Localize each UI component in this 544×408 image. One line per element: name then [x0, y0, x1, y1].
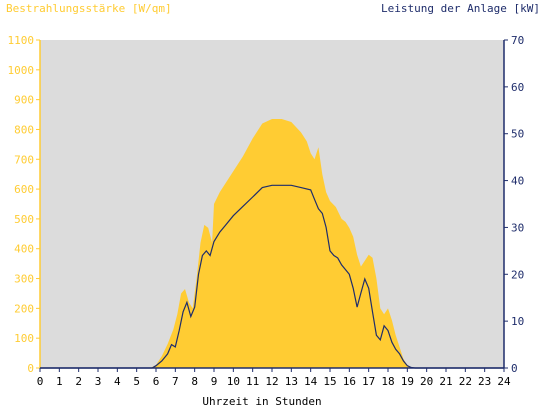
x-tick-label: 7: [172, 375, 179, 388]
right-tick-label: 70: [511, 34, 524, 47]
right-tick-label: 60: [511, 81, 524, 94]
x-tick-label: 3: [95, 375, 102, 388]
x-tick-label: 24: [497, 375, 511, 388]
left-tick-label: 400: [14, 243, 34, 256]
right-tick-label: 10: [511, 315, 524, 328]
left-tick-label: 0: [27, 362, 34, 375]
left-tick-label: 200: [14, 302, 34, 315]
x-tick-label: 10: [227, 375, 240, 388]
x-axis-label: Uhrzeit in Stunden: [202, 395, 321, 408]
right-axis-ticks: 0 10 20 30 40 50 60 70: [504, 34, 524, 375]
right-tick-label: 50: [511, 128, 524, 141]
x-tick-label: 0: [37, 375, 44, 388]
x-tick-label: 9: [211, 375, 218, 388]
power-line: [40, 184, 504, 369]
right-axis-label: Leistung der Anlage [kW]: [381, 2, 540, 15]
left-axis-ticks: 0 100 200 300 400 500 600 700 800 900 1000 1100: [8, 34, 40, 375]
irradiance-area: [40, 119, 504, 368]
right-tick-label: 40: [511, 175, 524, 188]
left-axis-label: Bestrahlungsstärke [W/qm]: [6, 2, 172, 15]
x-tick-label: 1: [56, 375, 63, 388]
x-tick-label: 13: [285, 375, 298, 388]
x-tick-label: 6: [153, 375, 160, 388]
left-tick-label: 800: [14, 123, 34, 136]
right-tick-label: 0: [511, 362, 518, 375]
x-tick-label: 19: [401, 375, 414, 388]
left-tick-label: 100: [14, 332, 34, 345]
left-tick-label: 500: [14, 213, 34, 226]
x-tick-label: 5: [133, 375, 140, 388]
x-tick-label: 22: [459, 375, 472, 388]
left-tick-label: 700: [14, 153, 34, 166]
x-tick-label: 4: [114, 375, 121, 388]
left-tick-label: 900: [14, 94, 34, 107]
left-tick-label: 600: [14, 183, 34, 196]
right-tick-label: 20: [511, 268, 524, 281]
x-tick-label: 21: [439, 375, 452, 388]
x-tick-label: 15: [323, 375, 336, 388]
left-tick-label: 1100: [8, 34, 35, 47]
x-tick-label: 23: [478, 375, 491, 388]
right-tick-label: 30: [511, 221, 524, 234]
left-tick-label: 1000: [8, 64, 35, 77]
x-tick-label: 18: [381, 375, 394, 388]
left-tick-label: 300: [14, 273, 34, 286]
x-tick-label: 2: [75, 375, 82, 388]
x-tick-label: 14: [304, 375, 318, 388]
x-tick-label: 11: [246, 375, 259, 388]
x-tick-label: 16: [343, 375, 356, 388]
x-axis-ticks: 0 1 2 3 4 5 6 7 8 9 10 11 12 13 14 15 16 17 18 19 20 21 22 23 24: [37, 368, 511, 388]
x-tick-label: 8: [191, 375, 198, 388]
x-tick-label: 12: [265, 375, 278, 388]
x-tick-label: 20: [420, 375, 433, 388]
x-tick-label: 17: [362, 375, 375, 388]
